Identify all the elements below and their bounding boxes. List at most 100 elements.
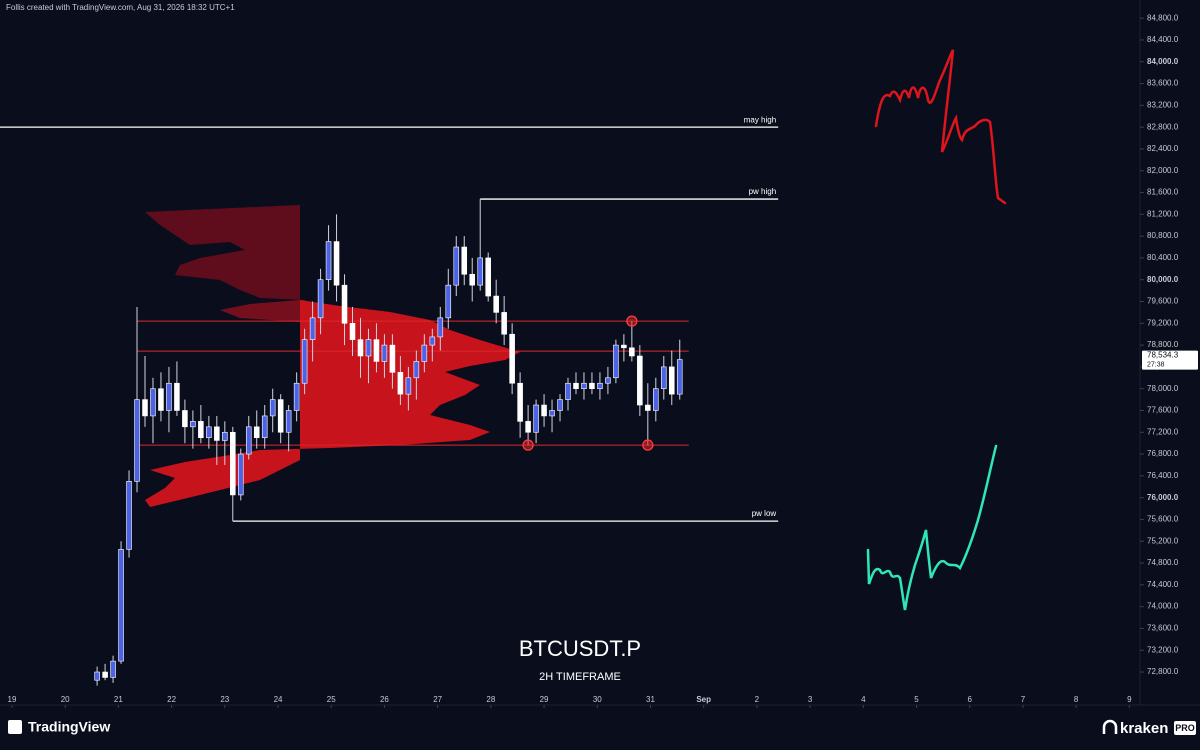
x-tick-label: 19 [8, 695, 17, 704]
candle-body [525, 421, 531, 433]
y-tick-label: 76,000.0 [1147, 493, 1179, 502]
x-tick-label: 5 [914, 695, 919, 704]
candle-body [549, 410, 555, 417]
candle-body [206, 426, 212, 439]
candle-body [222, 431, 228, 441]
tradingview-brand: TradingView [28, 719, 110, 735]
x-tick-label: 26 [380, 695, 389, 704]
candle-body [166, 382, 172, 411]
candle-body [629, 347, 635, 357]
candle-body [325, 241, 332, 281]
x-tick-label: 28 [486, 695, 495, 704]
candle-body [637, 355, 643, 406]
x-tick-label: 21 [114, 695, 123, 704]
x-tick-label: 20 [61, 695, 70, 704]
pro-tag: PRO [1175, 723, 1195, 733]
y-tick-label: 81,600.0 [1147, 188, 1179, 197]
candle-body [118, 549, 124, 662]
candle-body [261, 415, 268, 439]
candle-body [317, 279, 324, 319]
level-marker [522, 439, 534, 451]
y-tick-label: 77,200.0 [1147, 427, 1179, 436]
candle-body [214, 426, 220, 441]
candle-body [589, 382, 595, 389]
symbol-watermark: BTCUSDT.P [519, 636, 641, 661]
candle-body [301, 339, 308, 384]
candle-body [613, 344, 619, 379]
y-tick-label: 80,000.0 [1147, 275, 1179, 284]
candle-body [158, 388, 164, 411]
candle-body [126, 481, 132, 550]
x-tick-label: 7 [1021, 695, 1026, 704]
tradingview-logo-mark [8, 720, 22, 734]
level-label: pw low [752, 509, 777, 518]
x-tick-label: 22 [167, 695, 176, 704]
candle-body [357, 339, 364, 357]
x-tick-label: 2 [755, 695, 760, 704]
y-tick-label: 81,200.0 [1147, 209, 1179, 218]
volume-profile-left [220, 300, 300, 322]
y-tick-label: 76,800.0 [1147, 449, 1179, 458]
candle-body [333, 241, 340, 286]
candle-body [365, 339, 372, 357]
x-tick-label: Sep [696, 695, 711, 704]
candle-body [102, 671, 108, 678]
candle-body [557, 399, 563, 411]
candle-body [477, 257, 483, 286]
candle-body [437, 317, 444, 338]
bullish-scribble [866, 444, 998, 611]
candle-body [142, 399, 148, 417]
candle-body [134, 399, 140, 482]
x-tick-label: 31 [646, 695, 655, 704]
y-tick-label: 74,800.0 [1147, 558, 1179, 567]
last-price-box [1142, 350, 1198, 370]
timeframe-watermark: 2H TIMEFRAME [539, 671, 621, 683]
y-tick-label: 73,200.0 [1147, 645, 1179, 654]
candle-body [653, 388, 659, 411]
candle-body [110, 660, 116, 678]
level-label: may high [744, 115, 776, 124]
x-tick-label: 30 [593, 695, 602, 704]
candle-body [541, 404, 547, 417]
candle-body [389, 344, 396, 373]
last-price-label: 78,534.3 [1147, 351, 1179, 360]
candle-body [668, 366, 675, 395]
bearish-scribble [874, 49, 1007, 205]
candle-body [198, 421, 204, 439]
candle-body [413, 361, 420, 379]
header-text: Follis created with TradingView.com, Aug… [6, 3, 235, 12]
candle-body [533, 404, 539, 433]
y-tick-label: 80,800.0 [1147, 231, 1179, 240]
x-tick-label: 3 [808, 695, 813, 704]
y-tick-label: 72,800.0 [1147, 667, 1179, 676]
level-marker [626, 315, 638, 327]
volume-profile-upper [145, 205, 305, 320]
candle-body [461, 246, 468, 275]
x-tick-label: 23 [220, 695, 229, 704]
y-tick-label: 80,400.0 [1147, 253, 1179, 262]
y-tick-label: 77,600.0 [1147, 406, 1179, 415]
candle-body [597, 382, 603, 389]
y-tick-label: 84,800.0 [1147, 13, 1179, 22]
candle-body [676, 359, 683, 395]
candle-body [285, 410, 292, 433]
x-tick-label: 29 [540, 695, 549, 704]
pro-badge [1174, 721, 1196, 735]
y-tick-label: 84,400.0 [1147, 35, 1179, 44]
candle-body [405, 377, 412, 395]
candle-body [253, 426, 260, 439]
candle-body [509, 333, 515, 384]
x-tick-label: 25 [327, 695, 336, 704]
level-marker [642, 439, 654, 451]
y-tick-label: 74,400.0 [1147, 580, 1179, 589]
candle-body [429, 336, 436, 346]
kraken-brand: kraken [1120, 720, 1168, 737]
candle-body [469, 273, 476, 286]
y-tick-label: 79,600.0 [1147, 297, 1179, 306]
kraken-logo-mark [1102, 719, 1118, 734]
y-tick-label: 83,600.0 [1147, 79, 1179, 88]
candle-body [421, 344, 428, 362]
candle-body [453, 246, 460, 286]
candle-body [309, 317, 316, 340]
